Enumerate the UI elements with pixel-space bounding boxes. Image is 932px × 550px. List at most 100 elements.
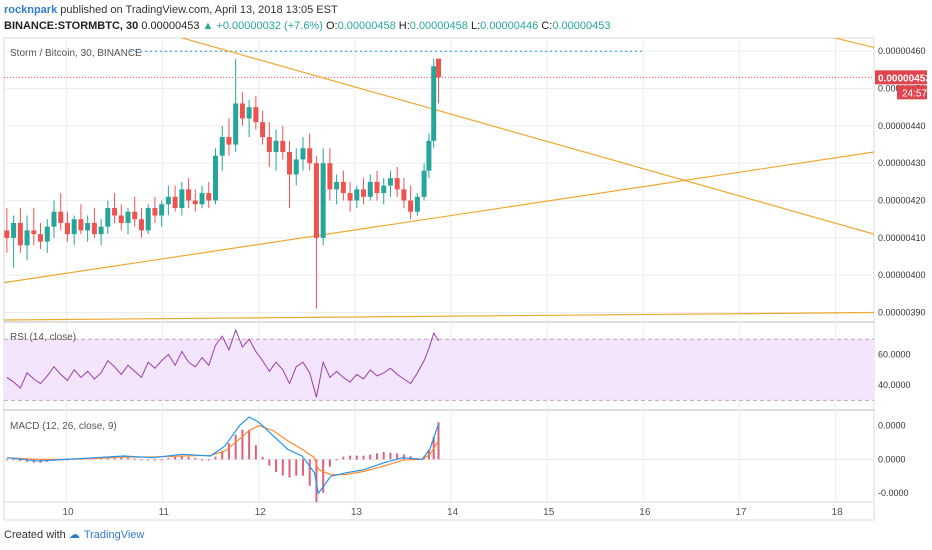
macd-histogram-bar [355,455,358,460]
candle-body [172,196,178,208]
candle-body [361,189,367,197]
macd-histogram-bar [227,443,230,460]
candle-body [239,103,245,119]
candle-body [401,189,407,201]
price-tick-label: 0.00000410 [878,233,926,243]
macd-histogram-bar [268,459,271,466]
candle-body [98,226,104,235]
candle-body [219,137,225,156]
candle-body [246,107,252,119]
macd-tick-label: 0.0000 [878,454,906,464]
time-tick-label: 11 [159,507,170,518]
candle-body [17,222,23,246]
candle-body [206,193,212,201]
macd-histogram-bar [5,459,8,461]
macd-histogram-bar [322,459,325,493]
macd-tick-label: -0.0000 [878,488,909,498]
candle-body [273,140,279,152]
candle-body [340,181,346,194]
candle-body [381,185,387,194]
candle-body [186,189,192,201]
macd-histogram-bar [207,459,210,461]
candle-body [253,107,259,123]
rsi-legend: RSI (14, close) [10,332,76,343]
trendline [4,311,874,321]
time-tick-label: 14 [447,507,459,518]
macd-histogram-bar [127,457,130,460]
macd-histogram-bar [147,459,150,461]
candle-body [233,103,239,145]
macd-histogram-bar [19,459,22,462]
time-tick-label: 18 [832,507,844,518]
price-panel-legend: Storm / Bitcoin, 30, BINANCE [10,48,142,59]
candle-body [51,211,57,227]
macd-histogram-bar [369,454,372,460]
macd-histogram-bar [234,434,237,460]
candle-body [293,159,299,175]
macd-histogram-bar [362,455,365,460]
price-tick-label: 0.00000460 [878,46,926,56]
last-price-tag: 0.00000453 24:57 [875,70,931,100]
price-tick-label: 0.00000400 [878,270,926,280]
macd-histogram-bar [248,429,251,460]
open-value: 0.00000458 [337,20,396,32]
macd-line [6,416,440,495]
candle-body [4,230,10,238]
candle-body [118,215,124,223]
trendline [180,38,874,235]
high-value: 0.00000458 [409,20,468,32]
candle-body [71,219,77,235]
published-info: published on TradingView.com, April 13, … [60,4,338,16]
rsi-band [4,339,874,401]
rsi-tick-label: 60.0000 [878,350,911,360]
candle-body [64,222,70,235]
macd-histogram-bar [180,455,183,460]
candle-body [145,208,151,231]
macd-histogram-bar [140,459,143,461]
price-tick-label: 0.00000440 [878,121,926,131]
publish-header: rocknpark published on TradingView.com, … [4,4,338,16]
candle-body [11,222,17,238]
candle-body [387,178,393,186]
candle-body [414,196,420,212]
trendlines[interactable] [4,0,874,321]
candle-body [334,181,340,190]
candle-body [436,58,442,78]
macd-histogram-bar [349,455,352,460]
candle-body [192,200,198,205]
candle-body [408,200,414,212]
candle-body [260,122,266,138]
tradingview-link[interactable]: TradingView [83,529,145,541]
svg-text:24:57: 24:57 [902,88,927,99]
macd-histogram-bar [275,459,278,473]
macd-histogram-bar [12,459,15,461]
macd-histogram-bar [261,456,264,460]
macd-legend: MACD (12, 26, close, 9) [10,421,117,432]
macd-histogram-bar [167,458,170,460]
candle-body [313,163,319,238]
candle-body [85,222,91,231]
price-tick-label: 0.00000430 [878,158,926,168]
candle-body [38,234,44,242]
author-name[interactable]: rocknpark [4,4,58,16]
candle-body [320,163,326,238]
macd-histogram-bar [301,459,304,476]
macd-histogram-bar [295,459,298,476]
macd-histogram-bar [26,459,29,462]
macd-histogram-bar [133,458,136,460]
candle-body [212,155,218,201]
candle-body [44,226,50,242]
time-tick-label: 13 [351,507,363,518]
candle-body [280,140,286,152]
candle-body [347,193,353,201]
time-tick-label: 16 [639,507,651,518]
macd-series [4,416,874,503]
macd-tick-label: 0.0000 [878,421,906,431]
price-change: ▲ +0.00000032 (+7.6%) [202,20,323,32]
time-tick-label: 10 [62,507,74,518]
macd-histogram-bar [342,456,345,460]
tradingview-logo-icon: ☁ [68,529,80,541]
candle-body [179,189,185,208]
macd-histogram-bar [187,456,190,460]
